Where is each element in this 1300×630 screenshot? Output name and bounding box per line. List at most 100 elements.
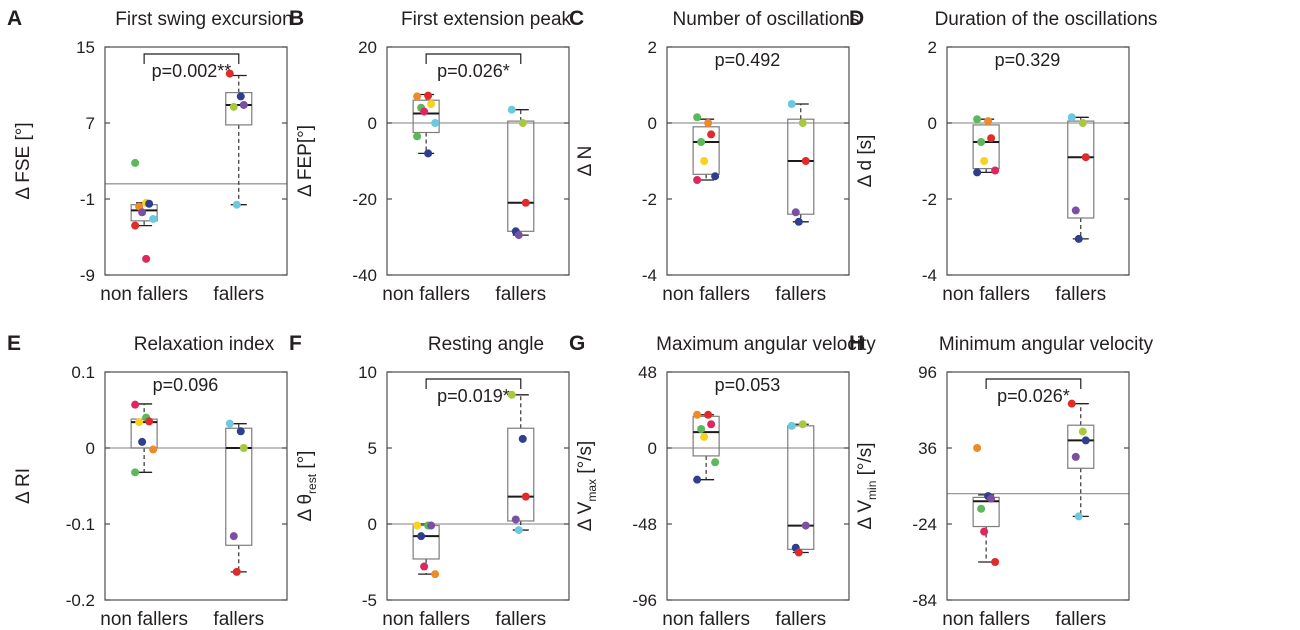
axes-frame — [946, 46, 1130, 276]
category-label: fallers — [775, 284, 826, 305]
ytick-label: 0 — [368, 114, 377, 133]
ytick-label: -84 — [912, 591, 937, 610]
significance-bracket — [425, 378, 522, 389]
ytick-label: 2 — [928, 38, 937, 57]
data-point — [511, 515, 520, 524]
ytick-label: -0.1 — [66, 515, 95, 534]
panel-title: First swing excursion — [115, 9, 292, 30]
panel-d: D Duration of the oscillations 2 0 -2 -4 Δ d [… — [849, 7, 1157, 305]
data-point — [1071, 452, 1080, 461]
data-point — [700, 157, 709, 165]
data-point — [135, 418, 144, 427]
y-axis-label: Δ RI — [13, 468, 34, 504]
ytick-label: -48 — [632, 515, 657, 534]
boxplot-fallers — [225, 69, 253, 209]
data-point — [704, 410, 713, 419]
y-axis-label-main: Δ RI — [13, 468, 34, 504]
data-point — [507, 390, 516, 399]
box-iqr — [692, 126, 720, 175]
data-point — [697, 138, 706, 146]
category-label: fallers — [1055, 284, 1106, 305]
data-point — [794, 217, 803, 226]
data-point — [987, 134, 996, 143]
data-point — [232, 200, 241, 209]
data-point — [1067, 113, 1076, 122]
data-point — [1081, 436, 1090, 445]
data-point — [149, 214, 158, 223]
panel-title: Resting angle — [428, 334, 544, 355]
panel-b: B First extension peak 20 0 -20 -40 Δ FEP[°] no… — [289, 7, 572, 305]
data-point — [420, 562, 429, 571]
data-point — [1074, 234, 1083, 243]
data-point — [420, 107, 429, 116]
box-iqr — [972, 124, 1000, 170]
data-point — [229, 102, 238, 111]
boxplot-fallers — [507, 390, 535, 535]
data-point — [131, 158, 140, 167]
y-axis-label: Δ N — [575, 146, 596, 177]
data-point — [798, 119, 807, 127]
box-iqr — [225, 91, 253, 126]
y-axis-label-subscript: max — [585, 479, 599, 502]
panel-c: C Number of oscillations 2 0 -2 -4 Δ N non fall… — [569, 7, 859, 305]
data-point — [973, 115, 982, 124]
ytick-label: -0.2 — [66, 591, 95, 610]
y-axis-label-main: Δ FSE [°] — [13, 122, 34, 199]
category-label: fallers — [1055, 609, 1106, 630]
category-label: non fallers — [662, 609, 750, 630]
data-point — [236, 427, 245, 436]
boxplot-fallers — [225, 419, 253, 576]
data-point — [229, 532, 238, 541]
data-point — [973, 444, 982, 452]
data-point — [225, 419, 234, 428]
data-point — [977, 138, 986, 146]
box-iqr — [412, 99, 440, 134]
significance-bracket — [143, 53, 240, 64]
data-point — [131, 400, 140, 409]
y-axis-label-unit: [°] — [295, 451, 316, 474]
ytick-label: 0 — [648, 439, 657, 458]
y-axis-label-main: Δ θ — [295, 494, 316, 522]
data-point — [693, 475, 702, 484]
data-point — [1081, 153, 1090, 162]
panel-title: Duration of the oscillations — [935, 9, 1158, 30]
boxplot-fallers — [787, 420, 815, 557]
y-axis-label: Δ FSE [°] — [13, 122, 34, 199]
category-label: fallers — [495, 284, 546, 305]
data-point — [707, 130, 716, 139]
ytick-label: 5 — [368, 439, 377, 458]
ytick-label: -9 — [80, 266, 95, 285]
boxplot-fallers — [1067, 113, 1095, 243]
category-label: non fallers — [662, 284, 750, 305]
data-point — [138, 208, 147, 217]
boxplot-non-fallers — [692, 113, 720, 184]
data-point — [980, 527, 989, 536]
data-point — [711, 458, 720, 467]
category-label: non fallers — [382, 609, 470, 630]
significance-bracket — [425, 53, 522, 64]
significance-bracket — [985, 378, 1082, 389]
ytick-label: 20 — [358, 38, 377, 57]
y-axis-label-main: Δ d [s] — [855, 135, 876, 188]
ytick-label: 7 — [86, 114, 95, 133]
ytick-label: -24 — [912, 515, 937, 534]
p-value-label: p=0.329 — [995, 50, 1061, 70]
data-point — [518, 434, 527, 443]
data-point — [424, 149, 433, 158]
ytick-label: 10 — [358, 363, 377, 382]
category-label: fallers — [213, 609, 264, 630]
y-axis-label: Δ Vmax [°/s] — [575, 441, 599, 532]
p-value-label: p=0.002** — [152, 61, 232, 81]
data-point — [801, 521, 810, 530]
ytick-label: -5 — [362, 591, 377, 610]
box-iqr — [225, 427, 253, 546]
data-point — [145, 199, 154, 208]
p-value-label: p=0.492 — [715, 50, 781, 70]
data-point — [977, 504, 986, 513]
panel-a: A First swing excursion 15 7 -1 -9 Δ FSE [°] no… — [7, 7, 293, 305]
panel-letter: A — [7, 7, 22, 30]
data-point — [514, 526, 523, 535]
axes-frame — [104, 46, 288, 276]
data-point — [427, 100, 436, 108]
